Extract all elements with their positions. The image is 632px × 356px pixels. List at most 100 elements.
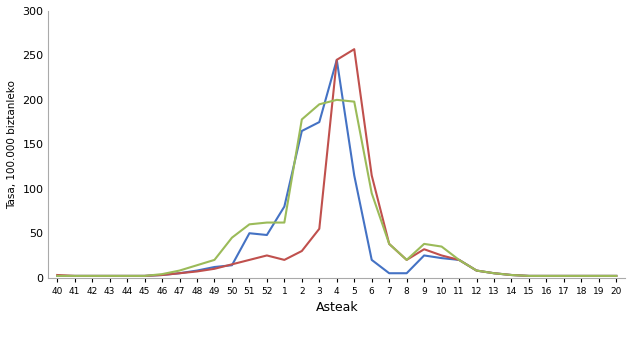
BIZKAIA: [210, 267, 218, 271]
BIZKAIA: [246, 258, 253, 262]
Line: GIPUZKOA: GIPUZKOA: [58, 100, 616, 276]
ARABA/ALAVA: [612, 274, 620, 278]
GIPUZKOA: [263, 220, 270, 225]
BIZKAIA: [525, 274, 533, 278]
GIPUZKOA: [455, 258, 463, 262]
BIZKAIA: [438, 253, 446, 258]
BIZKAIA: [315, 227, 323, 231]
BIZKAIA: [455, 258, 463, 262]
ARABA/ALAVA: [71, 274, 78, 278]
ARABA/ALAVA: [54, 274, 61, 278]
BIZKAIA: [263, 253, 270, 258]
BIZKAIA: [351, 47, 358, 51]
GIPUZKOA: [490, 271, 498, 276]
ARABA/ALAVA: [403, 271, 410, 276]
ARABA/ALAVA: [210, 265, 218, 269]
ARABA/ALAVA: [490, 271, 498, 276]
ARABA/ALAVA: [193, 268, 201, 273]
ARABA/ALAVA: [578, 274, 585, 278]
ARABA/ALAVA: [595, 274, 603, 278]
GIPUZKOA: [246, 222, 253, 226]
ARABA/ALAVA: [351, 173, 358, 178]
BIZKAIA: [176, 271, 183, 276]
ARABA/ALAVA: [386, 271, 393, 276]
X-axis label: Asteak: Asteak: [315, 301, 358, 314]
GIPUZKOA: [612, 274, 620, 278]
ARABA/ALAVA: [158, 273, 166, 277]
ARABA/ALAVA: [438, 256, 446, 260]
ARABA/ALAVA: [176, 271, 183, 276]
GIPUZKOA: [386, 242, 393, 246]
BIZKAIA: [228, 262, 236, 267]
BIZKAIA: [386, 242, 393, 246]
ARABA/ALAVA: [368, 258, 375, 262]
GIPUZKOA: [368, 191, 375, 195]
BIZKAIA: [560, 274, 568, 278]
ARABA/ALAVA: [560, 274, 568, 278]
GIPUZKOA: [298, 117, 306, 121]
GIPUZKOA: [595, 274, 603, 278]
ARABA/ALAVA: [298, 129, 306, 133]
GIPUZKOA: [176, 268, 183, 273]
ARABA/ALAVA: [525, 274, 533, 278]
BIZKAIA: [473, 268, 480, 273]
GIPUZKOA: [158, 272, 166, 276]
GIPUZKOA: [210, 258, 218, 262]
BIZKAIA: [612, 274, 620, 278]
BIZKAIA: [403, 258, 410, 262]
GIPUZKOA: [54, 274, 61, 278]
GIPUZKOA: [281, 220, 288, 225]
GIPUZKOA: [141, 274, 149, 278]
GIPUZKOA: [420, 242, 428, 246]
ARABA/ALAVA: [473, 268, 480, 273]
GIPUZKOA: [315, 102, 323, 106]
ARABA/ALAVA: [281, 204, 288, 209]
GIPUZKOA: [543, 274, 550, 278]
BIZKAIA: [507, 273, 515, 277]
GIPUZKOA: [351, 99, 358, 104]
BIZKAIA: [71, 274, 78, 278]
Line: BIZKAIA: BIZKAIA: [58, 49, 616, 276]
BIZKAIA: [54, 273, 61, 277]
BIZKAIA: [88, 274, 96, 278]
ARABA/ALAVA: [333, 58, 341, 62]
BIZKAIA: [490, 271, 498, 276]
BIZKAIA: [106, 274, 113, 278]
GIPUZKOA: [193, 263, 201, 267]
Line: ARABA/ALAVA: ARABA/ALAVA: [58, 60, 616, 276]
GIPUZKOA: [560, 274, 568, 278]
GIPUZKOA: [123, 274, 131, 278]
GIPUZKOA: [438, 245, 446, 249]
ARABA/ALAVA: [88, 274, 96, 278]
GIPUZKOA: [71, 274, 78, 278]
BIZKAIA: [281, 258, 288, 262]
BIZKAIA: [578, 274, 585, 278]
ARABA/ALAVA: [106, 274, 113, 278]
ARABA/ALAVA: [246, 231, 253, 235]
GIPUZKOA: [578, 274, 585, 278]
ARABA/ALAVA: [315, 120, 323, 124]
GIPUZKOA: [106, 274, 113, 278]
BIZKAIA: [298, 249, 306, 253]
ARABA/ALAVA: [543, 274, 550, 278]
BIZKAIA: [158, 273, 166, 277]
GIPUZKOA: [228, 236, 236, 240]
GIPUZKOA: [333, 98, 341, 102]
GIPUZKOA: [473, 268, 480, 273]
BIZKAIA: [595, 274, 603, 278]
BIZKAIA: [141, 274, 149, 278]
BIZKAIA: [543, 274, 550, 278]
ARABA/ALAVA: [123, 274, 131, 278]
BIZKAIA: [193, 269, 201, 274]
GIPUZKOA: [88, 274, 96, 278]
BIZKAIA: [333, 58, 341, 62]
GIPUZKOA: [507, 273, 515, 277]
ARABA/ALAVA: [141, 274, 149, 278]
ARABA/ALAVA: [507, 273, 515, 277]
GIPUZKOA: [525, 274, 533, 278]
ARABA/ALAVA: [420, 253, 428, 258]
ARABA/ALAVA: [455, 258, 463, 262]
ARABA/ALAVA: [263, 233, 270, 237]
ARABA/ALAVA: [228, 263, 236, 267]
Y-axis label: Tasa, 100.000 biztanleko: Tasa, 100.000 biztanleko: [7, 80, 17, 209]
